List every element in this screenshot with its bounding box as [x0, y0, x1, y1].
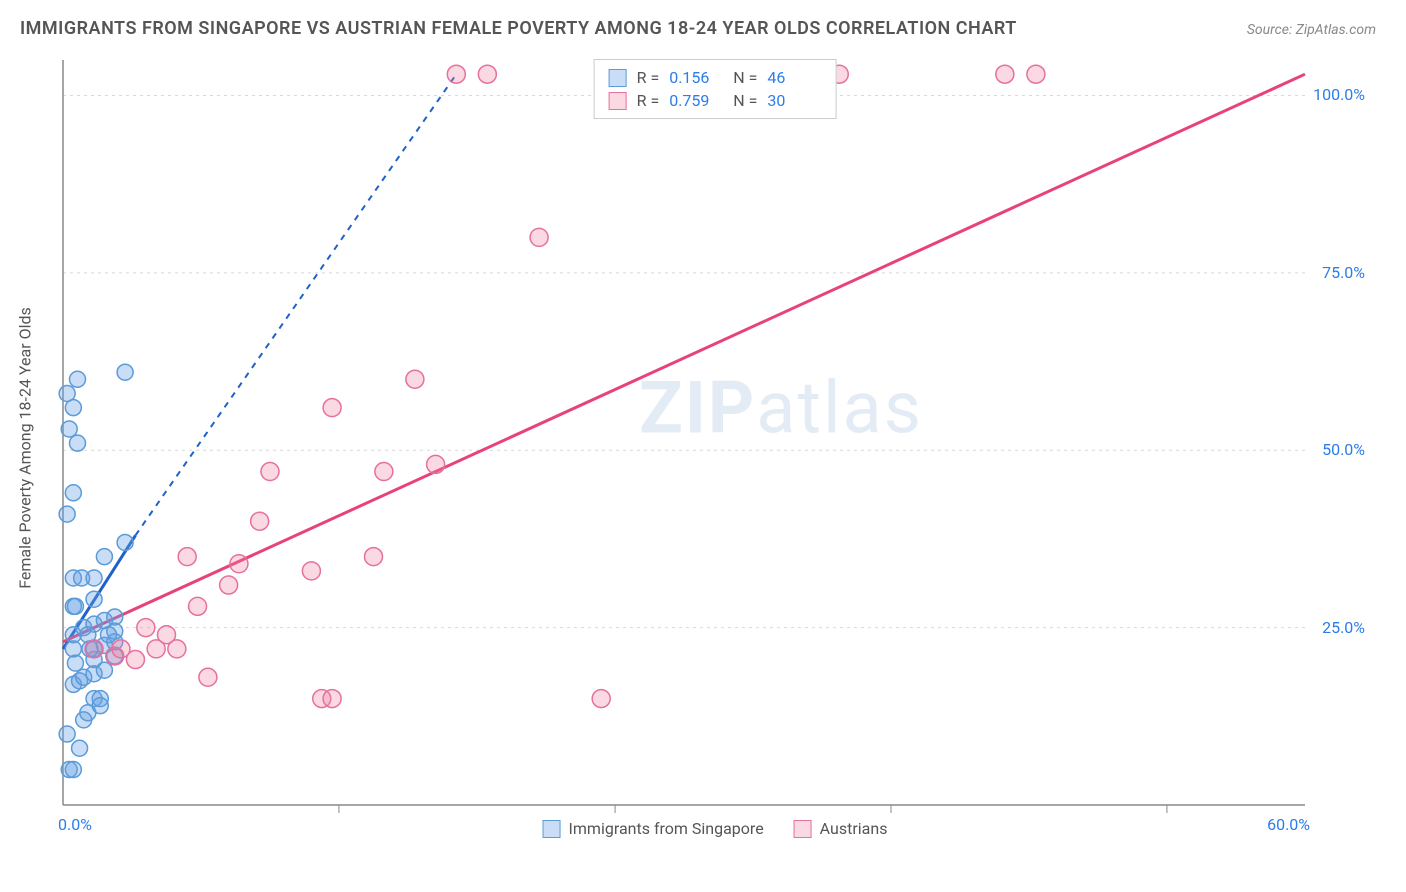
legend-item-singapore: Immigrants from Singapore: [543, 819, 764, 838]
n-value-austrians: 30: [767, 91, 821, 110]
legend-item-austrians: Austrians: [794, 819, 888, 838]
legend-label-austrians: Austrians: [820, 819, 888, 838]
bottom-legend: Immigrants from Singapore Austrians: [543, 819, 888, 838]
stats-row-austrians: R = 0.759 N = 30: [609, 89, 822, 112]
x-tick-label: 0.0%: [58, 815, 92, 834]
chart-area: Female Poverty Among 18-24 Year Olds ZIP…: [55, 55, 1375, 840]
stats-row-singapore: R = 0.156 N = 46: [609, 66, 822, 89]
legend-swatch-singapore: [543, 820, 561, 838]
source-label: Source: ZipAtlas.com: [1247, 22, 1376, 38]
x-tick-label: 60.0%: [1267, 815, 1310, 834]
n-value-singapore: 46: [767, 68, 821, 87]
r-label: R =: [637, 91, 660, 110]
legend-label-singapore: Immigrants from Singapore: [569, 819, 764, 838]
stats-legend: R = 0.156 N = 46 R = 0.759 N = 30: [594, 59, 837, 119]
y-tick-label: 75.0%: [1322, 263, 1365, 282]
r-value-singapore: 0.156: [669, 68, 723, 87]
y-tick-label: 50.0%: [1322, 440, 1365, 459]
swatch-austrians: [609, 92, 627, 110]
n-label: N =: [733, 68, 757, 87]
n-label: N =: [733, 91, 757, 110]
r-value-austrians: 0.759: [669, 91, 723, 110]
swatch-singapore: [609, 69, 627, 87]
y-tick-label: 100.0%: [1313, 85, 1365, 104]
y-axis-label: Female Poverty Among 18-24 Year Olds: [16, 307, 35, 589]
r-label: R =: [637, 68, 660, 87]
scatter-plot: [55, 55, 1375, 840]
chart-title: IMMIGRANTS FROM SINGAPORE VS AUSTRIAN FE…: [20, 18, 1017, 39]
legend-swatch-austrians: [794, 820, 812, 838]
y-tick-label: 25.0%: [1322, 618, 1365, 637]
